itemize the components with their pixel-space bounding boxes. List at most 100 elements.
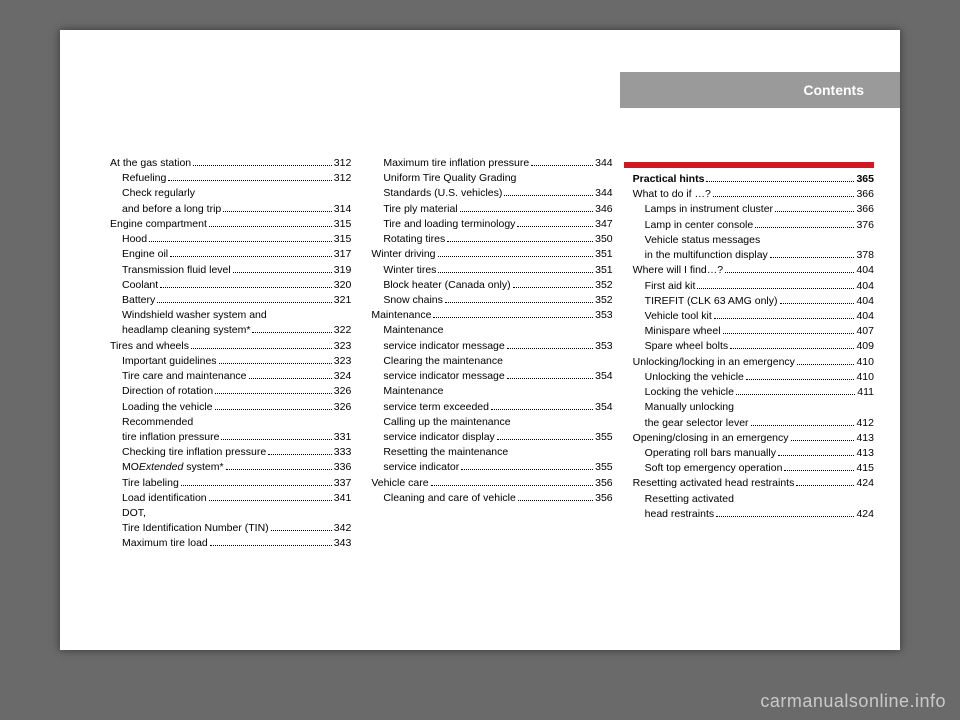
toc-page: 356 bbox=[595, 476, 613, 491]
toc-page: 366 bbox=[856, 187, 874, 202]
toc-line: Winter tires351 bbox=[371, 263, 612, 278]
toc-page: 365 bbox=[856, 172, 874, 187]
toc-label: service term exceeded bbox=[383, 400, 489, 415]
toc-label: Standards (U.S. vehicles) bbox=[383, 186, 502, 201]
toc-label: Rotating tires bbox=[383, 232, 445, 247]
toc-label: What to do if …? bbox=[633, 187, 711, 202]
toc-line: Winter driving351 bbox=[371, 247, 612, 262]
toc-label: Manually unlocking bbox=[645, 400, 734, 415]
toc-page: 342 bbox=[334, 521, 352, 536]
toc-page: 314 bbox=[334, 202, 352, 217]
toc-line: MOExtended system*336 bbox=[110, 460, 351, 475]
toc-dots bbox=[268, 454, 332, 455]
toc-line: the gear selector lever 412 bbox=[633, 416, 874, 431]
toc-dots bbox=[531, 165, 593, 166]
toc-label: in the multifunction display bbox=[645, 248, 768, 263]
toc-dots bbox=[796, 485, 854, 486]
toc-dots bbox=[497, 439, 593, 440]
toc-line: Tire labeling337 bbox=[110, 476, 351, 491]
toc-label: Check regularly bbox=[122, 186, 195, 201]
toc-label: Clearing the maintenance bbox=[383, 354, 503, 369]
toc-line: Block heater (Canada only)352 bbox=[371, 278, 612, 293]
toc-line: Maximum tire inflation pressure344 bbox=[371, 156, 612, 171]
toc-line: service term exceeded354 bbox=[371, 400, 612, 415]
toc-label: MOExtended system* bbox=[122, 460, 224, 475]
toc-line: First aid kit 404 bbox=[633, 279, 874, 294]
toc-line: head restraints 424 bbox=[633, 507, 874, 522]
toc-label: Tire ply material bbox=[383, 202, 457, 217]
toc-page: 355 bbox=[595, 460, 613, 475]
toc-line: Uniform Tire Quality Grading bbox=[371, 171, 612, 186]
toc-page: 331 bbox=[334, 430, 352, 445]
toc-label: Refueling bbox=[122, 171, 166, 186]
toc-dots bbox=[226, 469, 332, 470]
toc-label: Tire Identification Number (TIN) bbox=[122, 521, 269, 536]
toc-label: Operating roll bars manually bbox=[645, 446, 776, 461]
toc-label: Cleaning and care of vehicle bbox=[383, 491, 516, 506]
toc-label: Direction of rotation bbox=[122, 384, 213, 399]
toc-page: 412 bbox=[856, 416, 874, 431]
toc-page: 378 bbox=[856, 248, 874, 263]
toc-page: 315 bbox=[334, 232, 352, 247]
toc-dots bbox=[770, 257, 855, 258]
toc-line: Direction of rotation326 bbox=[110, 384, 351, 399]
toc-label: TIREFIT (CLK 63 AMG only) bbox=[645, 294, 778, 309]
toc-dots bbox=[706, 181, 854, 182]
toc-label: Spare wheel bolts bbox=[645, 339, 728, 354]
toc-label: head restraints bbox=[645, 507, 714, 522]
toc-page: 415 bbox=[856, 461, 874, 476]
toc-dots bbox=[725, 272, 854, 273]
toc-label: Soft top emergency operation bbox=[645, 461, 783, 476]
toc-page: 347 bbox=[595, 217, 613, 232]
toc-line: Resetting activated bbox=[633, 492, 874, 507]
toc-dots bbox=[513, 287, 594, 288]
toc-dots bbox=[181, 485, 332, 486]
toc-label: Lamp in center console bbox=[645, 218, 754, 233]
toc-label: Maintenance bbox=[383, 384, 443, 399]
toc-page: 333 bbox=[334, 445, 352, 460]
toc-line: Unlocking/locking in an emergency 410 bbox=[633, 355, 874, 370]
toc-line: Windshield washer system and bbox=[110, 308, 351, 323]
toc-dots bbox=[697, 288, 854, 289]
toc-dots bbox=[445, 302, 593, 303]
toc-dots bbox=[730, 348, 854, 349]
toc-page: 413 bbox=[856, 431, 874, 446]
toc-dots bbox=[447, 241, 593, 242]
toc-label: Vehicle status messages bbox=[645, 233, 761, 248]
toc-label: service indicator bbox=[383, 460, 459, 475]
toc-line: Minispare wheel 407 bbox=[633, 324, 874, 339]
toc-label: Vehicle tool kit bbox=[645, 309, 712, 324]
toc-dots bbox=[209, 226, 332, 227]
toc-dots bbox=[716, 516, 854, 517]
toc-line: Cleaning and care of vehicle356 bbox=[371, 491, 612, 506]
toc-label: Tires and wheels bbox=[110, 339, 189, 354]
toc-page: 352 bbox=[595, 293, 613, 308]
toc-line: Rotating tires350 bbox=[371, 232, 612, 247]
header-band: Contents bbox=[620, 72, 900, 108]
toc-line: Vehicle status messages bbox=[633, 233, 874, 248]
toc-label: headlamp cleaning system* bbox=[122, 323, 250, 338]
toc-line: Calling up the maintenance bbox=[371, 415, 612, 430]
toc-dots bbox=[775, 211, 854, 212]
toc-page: 410 bbox=[856, 355, 874, 370]
toc-dots bbox=[438, 256, 594, 257]
toc-label: service indicator display bbox=[383, 430, 494, 445]
toc-dots bbox=[736, 394, 855, 395]
toc-page: 321 bbox=[334, 293, 352, 308]
toc-dots bbox=[223, 211, 332, 212]
toc-dots bbox=[780, 303, 855, 304]
toc-column-1: At the gas station312Refueling312Check r… bbox=[110, 156, 351, 552]
toc-line: Unlocking the vehicle 410 bbox=[633, 370, 874, 385]
toc-label: Winter driving bbox=[371, 247, 435, 262]
toc-dots bbox=[755, 227, 854, 228]
toc-label: Resetting the maintenance bbox=[383, 445, 508, 460]
watermark-text: carmanualsonline.info bbox=[760, 691, 946, 712]
toc-label: Snow chains bbox=[383, 293, 443, 308]
toc-dots bbox=[149, 241, 332, 242]
toc-dots bbox=[221, 439, 331, 440]
toc-line: Snow chains 352 bbox=[371, 293, 612, 308]
toc-page: 323 bbox=[334, 354, 352, 369]
toc-page: 312 bbox=[334, 156, 352, 171]
toc-label: Engine oil bbox=[122, 247, 168, 262]
toc-dots bbox=[157, 302, 332, 303]
